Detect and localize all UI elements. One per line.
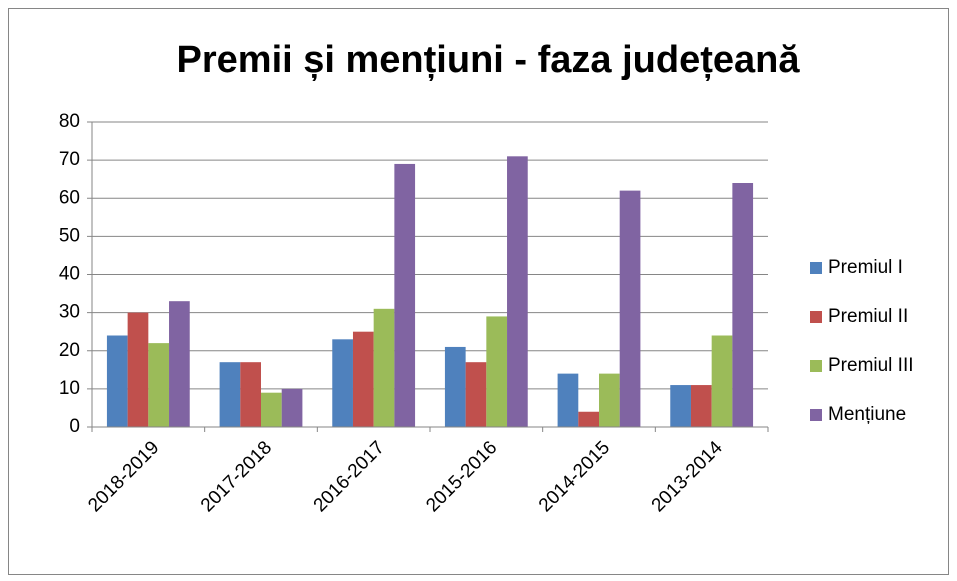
y-tick-label: 0	[69, 416, 80, 437]
legend-swatch	[810, 409, 822, 421]
bar	[106, 335, 128, 427]
y-tick-label: 30	[59, 302, 80, 323]
legend-swatch	[810, 311, 822, 323]
bar	[578, 411, 599, 427]
bar	[619, 190, 641, 427]
legend-label: Mențiune	[828, 404, 906, 425]
bar	[732, 183, 754, 427]
chart-border	[8, 8, 949, 575]
bar	[352, 331, 374, 427]
y-tick-label: 40	[59, 264, 80, 285]
bar	[465, 362, 487, 427]
bar	[486, 316, 508, 427]
bar	[169, 301, 190, 427]
bar	[373, 308, 395, 427]
legend-swatch	[810, 360, 822, 372]
bar	[219, 362, 241, 427]
bar	[507, 156, 528, 427]
bar	[281, 388, 303, 427]
bar	[394, 163, 416, 427]
legend-label: Premiul II	[828, 306, 908, 327]
bar	[599, 373, 620, 427]
bar	[332, 339, 353, 427]
bar	[240, 362, 261, 427]
bar	[711, 335, 733, 427]
y-tick-label: 10	[59, 378, 80, 399]
y-tick-label: 50	[59, 225, 80, 246]
bar	[690, 385, 712, 427]
chart-title: Premii și mențiuni - faza județeană	[177, 39, 801, 81]
y-tick-label: 60	[59, 187, 80, 208]
y-tick-label: 20	[59, 340, 80, 361]
bar	[148, 343, 170, 427]
bar	[557, 373, 579, 427]
bar	[127, 312, 149, 427]
legend-swatch	[810, 262, 822, 274]
bar	[670, 385, 691, 427]
y-tick-label: 80	[59, 111, 80, 132]
bar	[444, 346, 466, 427]
legend-label: Premiul III	[828, 355, 914, 376]
y-tick-label: 70	[59, 149, 80, 170]
legend-label: Premiul I	[828, 257, 903, 278]
bar	[261, 392, 282, 427]
